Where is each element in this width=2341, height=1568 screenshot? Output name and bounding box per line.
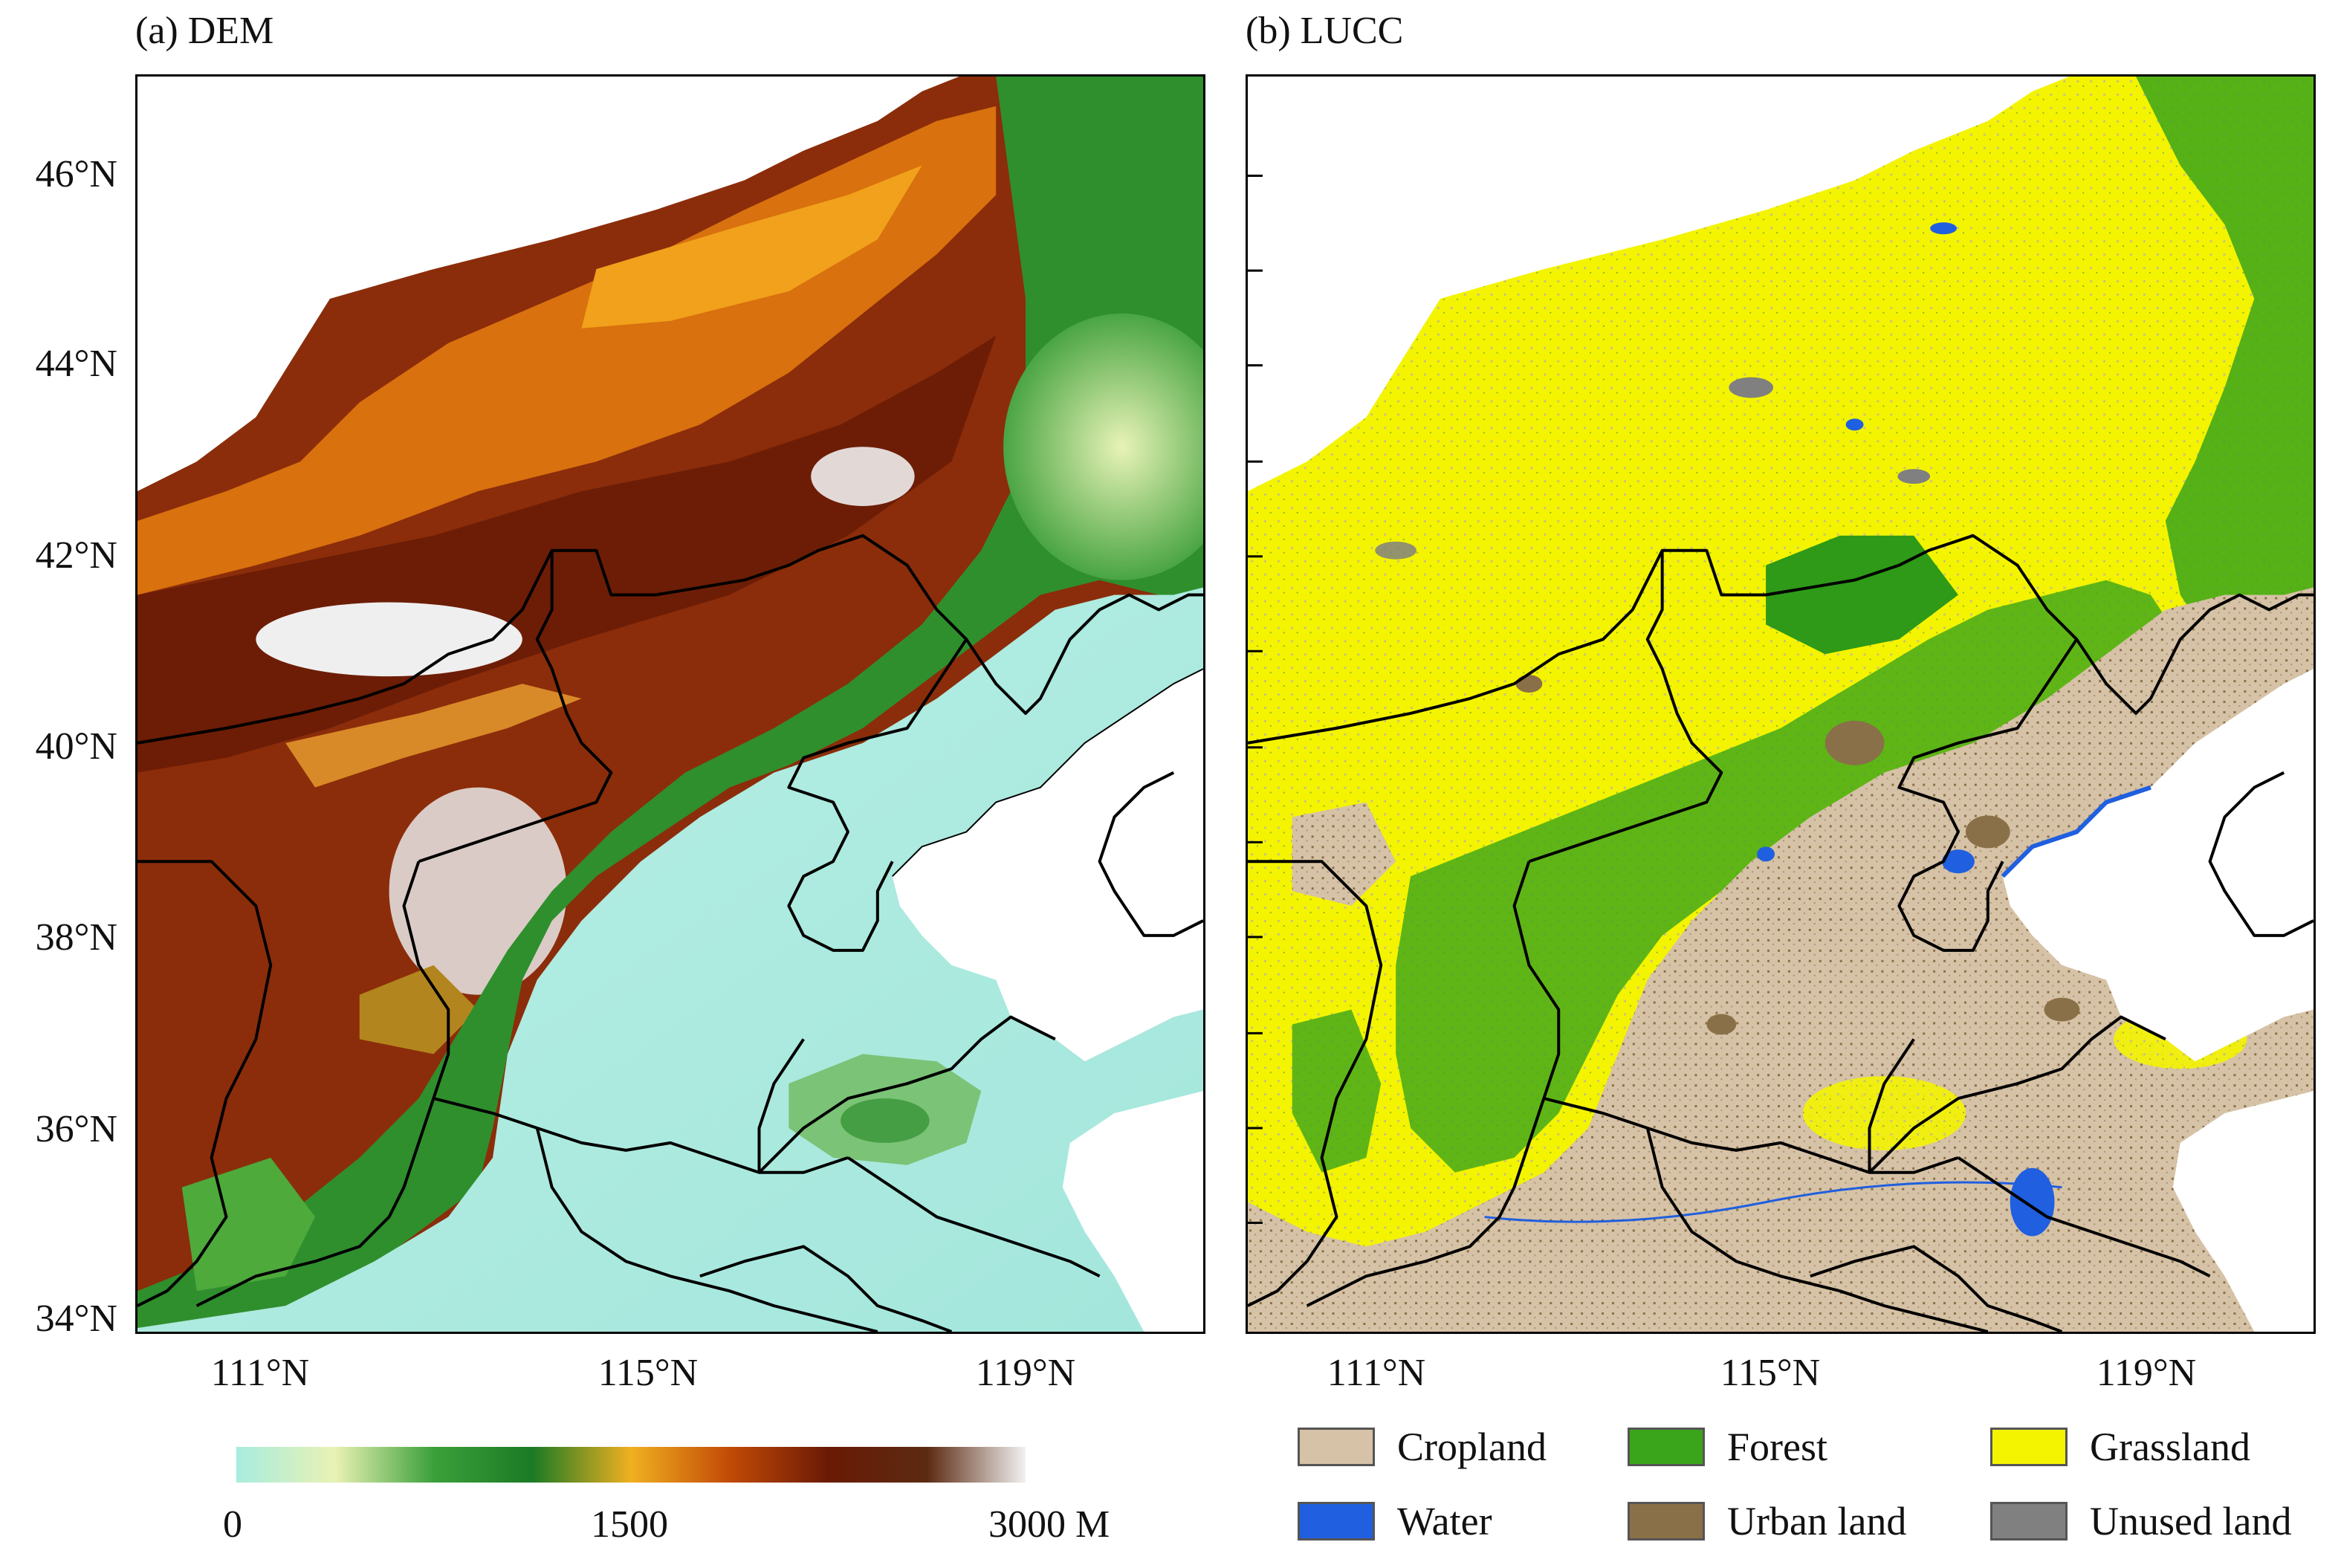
lucc-map-svg <box>1248 77 2314 1332</box>
dem-map-svg <box>137 77 1203 1332</box>
dem-map <box>135 74 1205 1334</box>
lat-label-40: 40°N <box>35 725 117 768</box>
elevation-colorbar <box>236 1447 1026 1483</box>
lon-label-a-119: 119°N <box>975 1352 1076 1394</box>
legend-item-unused-land: Unused land <box>1990 1495 2291 1547</box>
lat-label-46: 46°N <box>35 153 117 195</box>
lat-label-36: 36°N <box>35 1108 117 1150</box>
lon-label-b-119: 119°N <box>2096 1352 2197 1394</box>
colorbar-label-0: 0 <box>223 1503 242 1546</box>
legend-label-forest: Forest <box>1727 1425 1827 1469</box>
legend-item-cropland: Cropland <box>1298 1421 1547 1473</box>
colorbar-label-3000: 3000 M <box>988 1503 1110 1546</box>
panel-b-title: (b) LUCC <box>1246 10 1404 52</box>
legend-label-unused-land: Unused land <box>2090 1499 2292 1543</box>
legend-swatch-water <box>1298 1502 1375 1541</box>
legend-label-cropland: Cropland <box>1397 1425 1547 1469</box>
lat-label-34: 34°N <box>35 1298 117 1340</box>
panel-a-title: (a) DEM <box>135 10 274 52</box>
legend-label-grassland: Grassland <box>2090 1425 2250 1469</box>
legend-swatch-grassland <box>1990 1428 2068 1466</box>
lon-label-a-111: 111°N <box>210 1352 310 1394</box>
lon-label-a-115: 115°N <box>598 1352 699 1394</box>
legend-label-urban-land: Urban land <box>1727 1499 1907 1543</box>
lat-label-38: 38°N <box>35 916 117 959</box>
lon-label-b-115: 115°N <box>1720 1352 1821 1394</box>
legend-item-urban-land: Urban land <box>1628 1495 1906 1547</box>
lucc-map <box>1246 74 2316 1334</box>
legend-swatch-unused-land <box>1990 1502 2068 1541</box>
legend-item-grassland: Grassland <box>1990 1421 2250 1473</box>
lon-label-b-111: 111°N <box>1327 1352 1426 1394</box>
lat-label-44: 44°N <box>35 343 117 385</box>
legend-swatch-urban-land <box>1628 1502 1705 1541</box>
legend-item-water: Water <box>1298 1495 1492 1547</box>
legend-item-forest: Forest <box>1628 1421 1827 1473</box>
lat-label-42: 42°N <box>35 534 117 577</box>
colorbar-label-1500: 1500 <box>591 1503 668 1546</box>
legend-swatch-forest <box>1628 1428 1705 1466</box>
legend-swatch-cropland <box>1298 1428 1375 1466</box>
legend-label-water: Water <box>1397 1499 1492 1543</box>
